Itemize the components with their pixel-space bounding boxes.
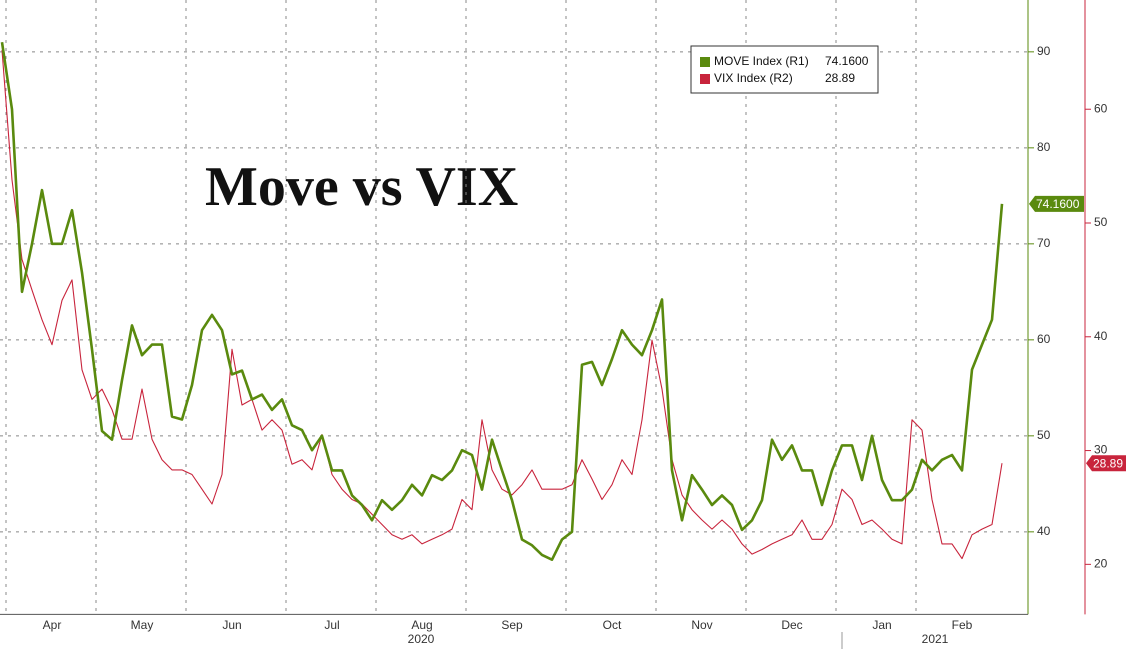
series-line bbox=[1, 50, 1003, 560]
legend-value: 74.1600 bbox=[825, 54, 869, 68]
legend-value: 28.89 bbox=[825, 71, 855, 85]
y2-tick-label: 30 bbox=[1094, 443, 1108, 457]
x-tick-label: Nov bbox=[691, 618, 712, 632]
y-tick-label: 50 bbox=[1037, 428, 1051, 442]
legend-label: VIX Index (R2) bbox=[714, 71, 793, 85]
y-tick-label: 60 bbox=[1037, 332, 1051, 346]
y2-tick-label: 50 bbox=[1094, 215, 1108, 229]
series-line bbox=[0, 42, 1004, 561]
x-tick-label: Aug bbox=[411, 618, 432, 632]
x-tick-label: Jun bbox=[222, 618, 241, 632]
x-tick-label: Sep bbox=[501, 618, 523, 632]
x-tick-label: Feb bbox=[952, 618, 973, 632]
x-tick-label: Apr bbox=[43, 618, 62, 632]
legend-label: MOVE Index (R1) bbox=[714, 54, 809, 68]
y-tick-label: 90 bbox=[1037, 44, 1051, 58]
value-tag bbox=[1029, 195, 1084, 212]
y-tick-label: 70 bbox=[1037, 236, 1051, 250]
legend-swatch bbox=[700, 74, 710, 84]
value-tag-label: 74.1600 bbox=[1036, 197, 1080, 211]
value-tag-label: 28.89 bbox=[1093, 456, 1123, 470]
chart-title: Move vs VIX bbox=[205, 156, 518, 218]
y2-tick-label: 60 bbox=[1094, 101, 1108, 115]
legend-box bbox=[690, 45, 879, 94]
x-tick-label: Jul bbox=[324, 618, 339, 632]
legend-swatch bbox=[700, 57, 710, 67]
x-tick-label: May bbox=[131, 618, 154, 632]
x-tick-label: Oct bbox=[603, 618, 622, 632]
value-tag bbox=[1086, 455, 1126, 472]
x-group-label: 2021 bbox=[922, 632, 949, 646]
y2-tick-label: 20 bbox=[1094, 557, 1108, 571]
x-group-label: 2020 bbox=[408, 632, 435, 646]
y2-tick-label: 40 bbox=[1094, 329, 1108, 343]
y-tick-label: 40 bbox=[1037, 524, 1051, 538]
x-tick-label: Dec bbox=[781, 618, 802, 632]
x-tick-label: Jan bbox=[872, 618, 891, 632]
y-tick-label: 80 bbox=[1037, 140, 1051, 154]
